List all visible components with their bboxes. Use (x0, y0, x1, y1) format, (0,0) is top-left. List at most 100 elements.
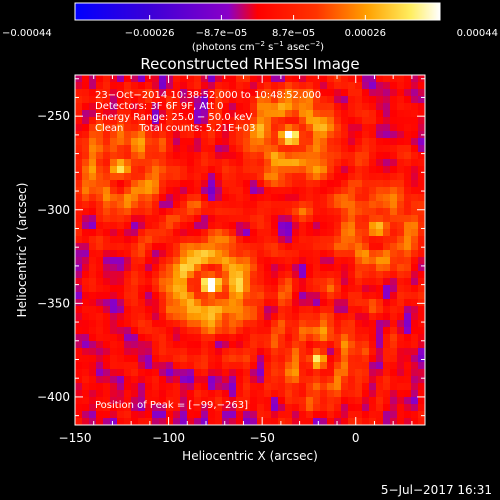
heatmap-pixel (257, 75, 265, 83)
heatmap-pixel (397, 418, 405, 425)
heatmap-pixel (75, 369, 83, 377)
heatmap-pixel (320, 369, 328, 377)
heatmap-pixel (103, 404, 111, 412)
heatmap-pixel (355, 306, 363, 314)
heatmap-pixel (180, 362, 188, 370)
heatmap-pixel (229, 215, 237, 223)
heatmap-pixel (138, 82, 146, 90)
heatmap-pixel (208, 215, 216, 223)
heatmap-pixel (327, 327, 335, 335)
heatmap-pixel (299, 131, 307, 139)
heatmap-pixel (257, 390, 265, 398)
heatmap-pixel (201, 103, 209, 111)
heatmap-pixel (82, 355, 90, 363)
heatmap-pixel (418, 89, 425, 97)
heatmap-pixel (327, 201, 335, 209)
heatmap-pixel (404, 215, 412, 223)
heatmap-pixel (215, 369, 223, 377)
heatmap-pixel (159, 117, 167, 125)
heatmap-pixel (271, 313, 279, 321)
heatmap-pixel (236, 411, 244, 419)
heatmap-pixel (138, 348, 146, 356)
heatmap-pixel (376, 187, 384, 195)
heatmap-pixel (180, 243, 188, 251)
heatmap-pixel (89, 236, 97, 244)
heatmap-pixel (257, 334, 265, 342)
heatmap-pixel (285, 208, 293, 216)
heatmap-pixel (110, 138, 118, 146)
heatmap-pixel (75, 355, 83, 363)
heatmap-pixel (243, 369, 251, 377)
heatmap-pixel (166, 243, 174, 251)
heatmap-pixel (299, 145, 307, 153)
heatmap-pixel (243, 348, 251, 356)
heatmap-pixel (411, 229, 419, 237)
heatmap-pixel (187, 397, 195, 405)
colorbar-tick-label: 0.00026 (345, 28, 386, 39)
heatmap-pixel (103, 271, 111, 279)
heatmap-pixel (278, 411, 286, 419)
heatmap-pixel (404, 173, 412, 181)
heatmap-pixel (222, 257, 230, 265)
heatmap-pixel (222, 215, 230, 223)
heatmap-pixel (313, 285, 321, 293)
heatmap-pixel (152, 376, 160, 384)
heatmap-pixel (327, 75, 335, 83)
heatmap-pixel (180, 320, 188, 328)
heatmap-pixel (131, 82, 139, 90)
heatmap-pixel (187, 348, 195, 356)
heatmap-pixel (117, 236, 125, 244)
heatmap-pixel (110, 215, 118, 223)
heatmap-pixel (250, 348, 258, 356)
heatmap-pixel (341, 390, 349, 398)
heatmap-pixel (299, 89, 307, 97)
heatmap-pixel (292, 152, 300, 160)
heatmap-pixel (404, 313, 412, 321)
heatmap-pixel (348, 243, 356, 251)
heatmap-pixel (117, 138, 125, 146)
heatmap-pixel (411, 278, 419, 286)
heatmap-pixel (383, 334, 391, 342)
heatmap-pixel (313, 257, 321, 265)
heatmap-pixel (75, 250, 83, 258)
heatmap-pixel (131, 278, 139, 286)
heatmap-pixel (362, 180, 370, 188)
heatmap-pixel (348, 313, 356, 321)
heatmap-pixel (166, 110, 174, 118)
heatmap-pixel (418, 138, 425, 146)
heatmap-pixel (96, 215, 104, 223)
heatmap-pixel (145, 201, 153, 209)
heatmap-pixel (411, 194, 419, 202)
heatmap-pixel (187, 152, 195, 160)
heatmap-pixel (166, 390, 174, 398)
heatmap-pixel (299, 278, 307, 286)
heatmap-pixel (341, 166, 349, 174)
heatmap-pixel (355, 222, 363, 230)
heatmap-pixel (257, 159, 265, 167)
heatmap-pixel (327, 103, 335, 111)
heatmap-pixel (236, 355, 244, 363)
heatmap-pixel (348, 180, 356, 188)
heatmap-pixel (152, 292, 160, 300)
heatmap-pixel (187, 82, 195, 90)
heatmap-pixel (110, 152, 118, 160)
heatmap-pixel (355, 292, 363, 300)
heatmap-pixel (348, 257, 356, 265)
heatmap-pixel (278, 320, 286, 328)
heatmap-pixel (180, 110, 188, 118)
heatmap-pixel (271, 215, 279, 223)
heatmap-pixel (243, 75, 251, 83)
heatmap-pixel (348, 166, 356, 174)
heatmap-pixel (103, 243, 111, 251)
heatmap-pixel (271, 271, 279, 279)
heatmap-pixel (173, 201, 181, 209)
heatmap-pixel (306, 348, 314, 356)
heatmap-pixel (390, 124, 398, 132)
heatmap-pixel (110, 208, 118, 216)
heatmap-pixel (355, 334, 363, 342)
heatmap-pixel (320, 208, 328, 216)
heatmap-pixel (236, 313, 244, 321)
heatmap-pixel (131, 397, 139, 405)
heatmap-pixel (96, 82, 104, 90)
heatmap-pixel (292, 187, 300, 195)
